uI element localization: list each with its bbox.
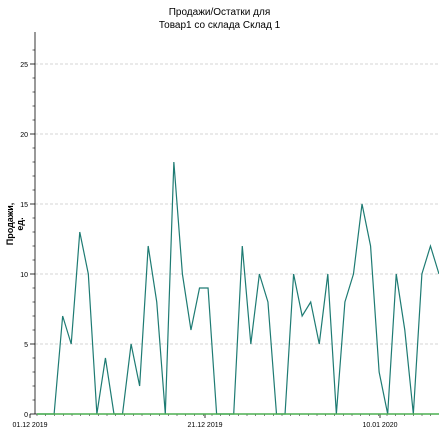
y-tick-label: 10: [20, 272, 28, 279]
y-tick-label: 20: [20, 132, 28, 139]
y-tick-label: 25: [20, 62, 28, 69]
x-tick-label: 21.12 2019: [187, 422, 222, 429]
chart-title-line2: Товар1 со склада Склад 1: [158, 20, 281, 31]
y-tick-label: 0: [24, 412, 28, 419]
chart-title-line1: Продажи/Остатки для: [168, 7, 271, 18]
x-tick-label: 01.12 2019: [12, 422, 47, 429]
y-tick-label: 5: [24, 342, 28, 349]
series-line-1: [37, 161, 439, 415]
y-tick-label: 15: [20, 202, 28, 209]
x-tick-label: 10.01 2020: [362, 422, 397, 429]
